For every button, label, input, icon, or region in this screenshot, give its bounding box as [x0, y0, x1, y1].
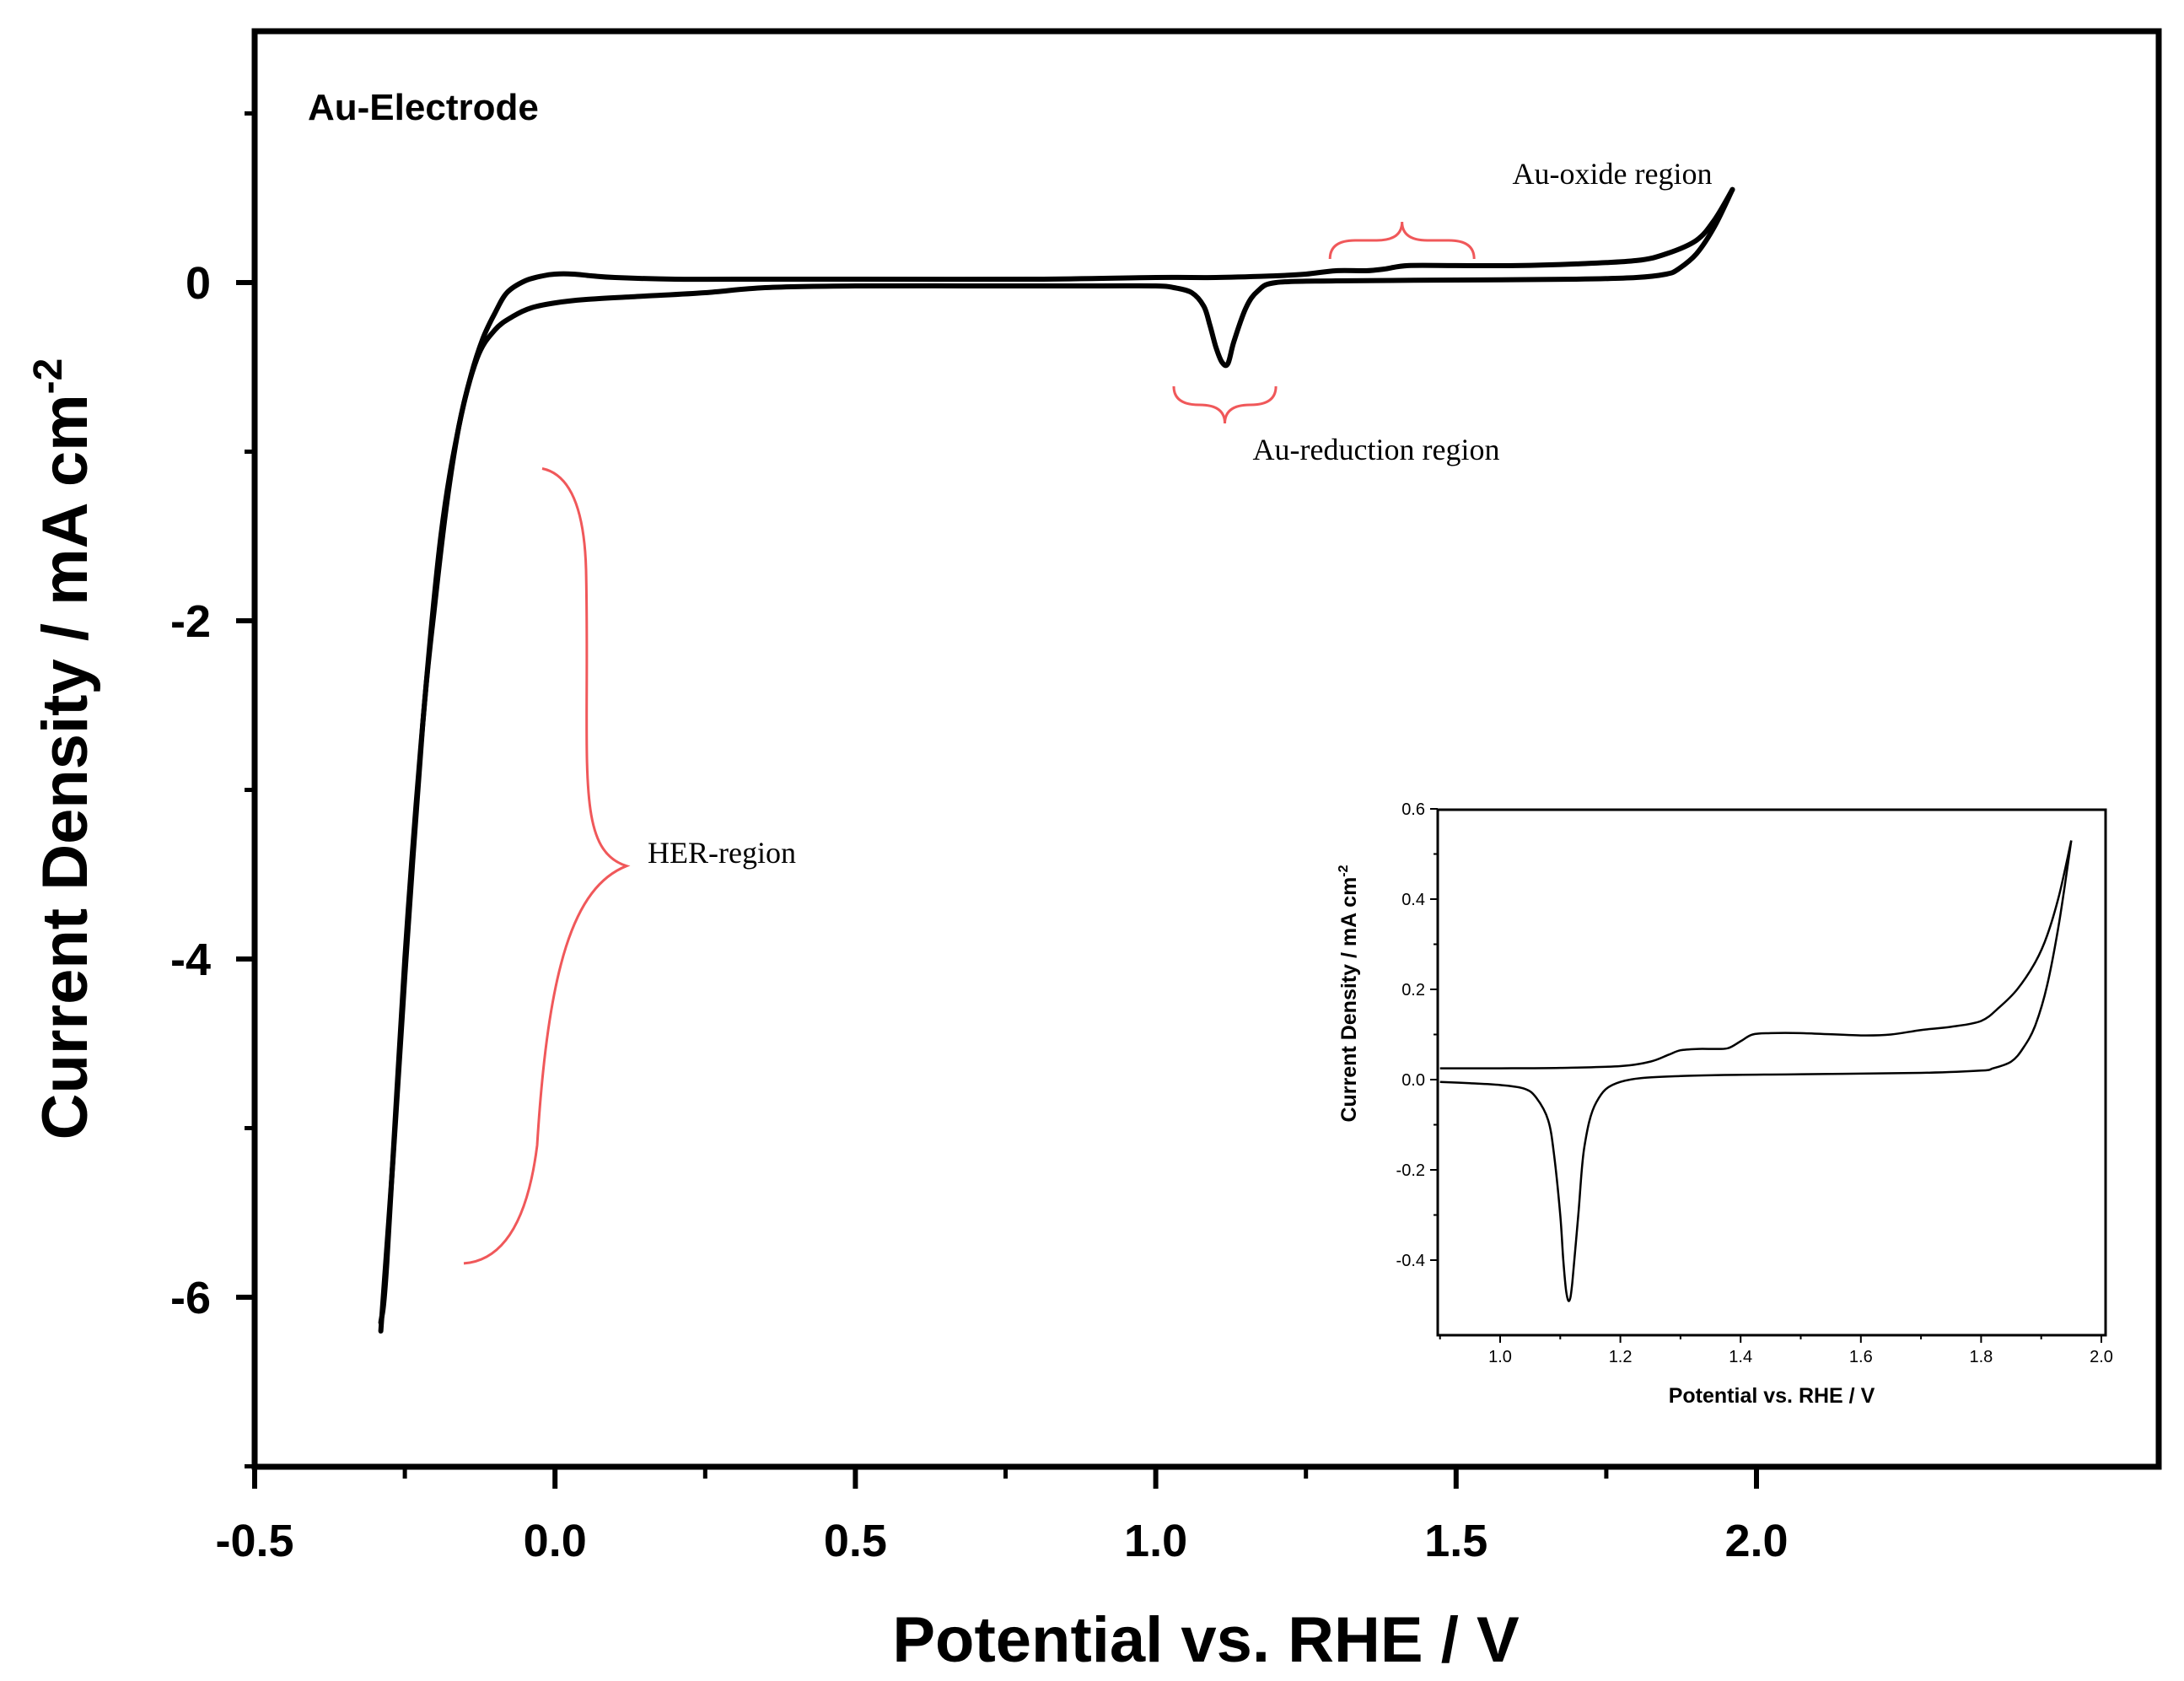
- brace-au-oxide-region: [1328, 221, 1476, 260]
- annotation-her-region: HER-region: [648, 836, 796, 870]
- inset-y-axis-label: Current Density / mA cm-2: [1337, 865, 1361, 1122]
- inset-y-axis-label-main: Current Density / mA cm: [1337, 877, 1361, 1123]
- main-tick-labels: -0.5 0.0 0.5 1.0 1.5 2.0 0 -2 -4 -6: [170, 258, 1789, 1566]
- inset-y-tick-label: -0.2: [1396, 1161, 1425, 1180]
- inset-x-tick-label: 1.8: [1969, 1348, 1993, 1366]
- annotation-au-reduction-region: Au-reduction region: [1253, 433, 1500, 466]
- brace-her-region: [463, 467, 631, 1265]
- inset-x-tick-label: 1.0: [1488, 1348, 1512, 1366]
- inset-y-tick-label: -0.4: [1396, 1252, 1425, 1270]
- main-x-tick-label: 1.5: [1424, 1516, 1487, 1566]
- main-series-cathodic-sweep: [378, 186, 1735, 1326]
- main-y-tick-label: 0: [186, 258, 211, 309]
- inset-x-axis-label: Potential vs. RHE / V: [1669, 1384, 1875, 1408]
- inset-series-anodic-sweep: [1439, 840, 2073, 1069]
- annotation-au-oxide-region: Au-oxide region: [1513, 157, 1713, 191]
- main-ticks: [236, 111, 1759, 1489]
- inset-x-tick-label: 2.0: [2090, 1348, 2113, 1366]
- main-y-tick-label: -4: [170, 935, 211, 985]
- inset-chart: 1.0 1.2 1.4 1.6 1.8 2.0 0.6 0.4 0.2 0.0 -0.2 -0.4 P…: [1337, 800, 2113, 1408]
- main-curves: [378, 186, 1735, 1334]
- main-x-tick-label: 2.0: [1724, 1516, 1788, 1566]
- main-y-axis-label-superscript: -2: [26, 358, 71, 395]
- brace-au-reduction-region: [1172, 385, 1278, 424]
- inset-plot-frame: [1436, 808, 2107, 1337]
- main-x-axis-label: Potential vs. RHE / V: [892, 1604, 1520, 1676]
- main-y-axis-label: Current Density / mA cm-2: [26, 358, 101, 1140]
- inset-y-axis-label-superscript: -2: [1337, 865, 1351, 876]
- main-annotations: [463, 221, 1476, 1265]
- main-plot-frame: [251, 28, 2162, 1470]
- inset-curves: [1439, 840, 2073, 1302]
- inset-y-tick-label: 0.4: [1401, 891, 1425, 909]
- inset-y-tick-label: 0.0: [1401, 1071, 1425, 1090]
- main-y-tick-label: -6: [170, 1273, 211, 1323]
- inset-background: [1438, 810, 2106, 1335]
- main-chart-title: Au-Electrode: [308, 87, 539, 128]
- inset-x-tick-label: 1.4: [1729, 1348, 1752, 1366]
- main-x-tick-label: 1.0: [1124, 1516, 1187, 1566]
- inset-y-tick-label: 0.2: [1401, 981, 1425, 999]
- inset-x-tick-label: 1.6: [1849, 1348, 1873, 1366]
- inset-y-tick-label: 0.6: [1401, 800, 1425, 819]
- main-x-tick-label: 0.5: [824, 1516, 887, 1566]
- inset-series-cathodic-sweep: [1439, 840, 2073, 1302]
- inset-ticks: [1430, 808, 2102, 1343]
- inset-tick-labels: 1.0 1.2 1.4 1.6 1.8 2.0 0.6 0.4 0.2 0.0 -0.2 -0.4: [1396, 800, 2113, 1366]
- main-y-tick-label: -2: [170, 596, 211, 647]
- main-x-tick-label: 0.0: [524, 1516, 587, 1566]
- main-y-axis-label-main: Current Density / mA cm: [30, 394, 101, 1140]
- main-chart: -0.5 0.0 0.5 1.0 1.5 2.00-2-4-6 Au-Electrode …: [26, 28, 2162, 1676]
- main-x-tick-label: -0.5: [215, 1516, 293, 1566]
- inset-x-tick-label: 1.2: [1609, 1348, 1633, 1366]
